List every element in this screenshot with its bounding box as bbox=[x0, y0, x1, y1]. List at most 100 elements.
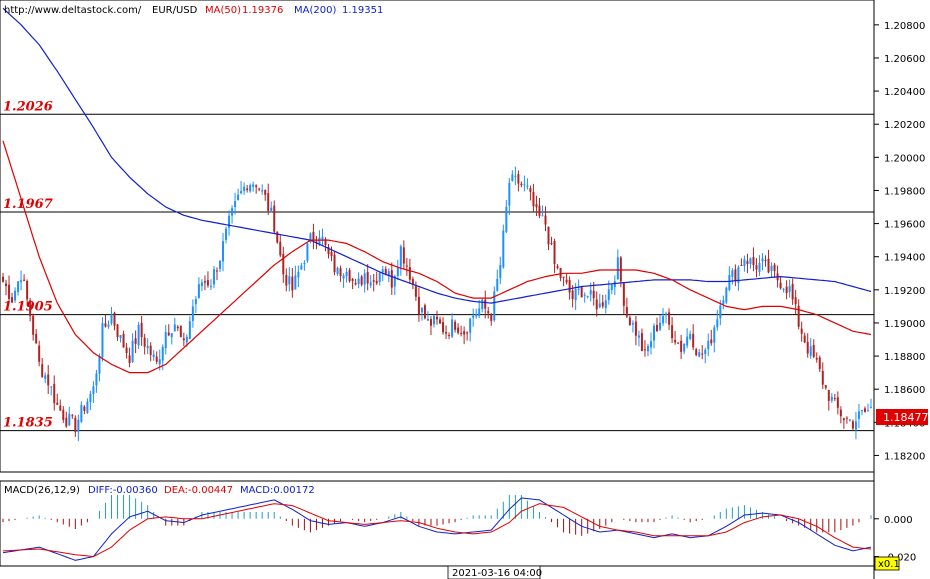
price-tick-label: 1.18200 bbox=[884, 451, 925, 462]
candle-body bbox=[237, 194, 240, 201]
candle bbox=[595, 291, 598, 317]
candle-body bbox=[821, 370, 824, 385]
candle bbox=[818, 355, 821, 372]
candle-body bbox=[466, 332, 469, 334]
candle-body bbox=[381, 269, 384, 273]
candle bbox=[363, 269, 366, 293]
candle bbox=[692, 324, 695, 351]
candle bbox=[297, 265, 300, 288]
ma50-label: MA(50) bbox=[205, 5, 241, 16]
candle-body bbox=[188, 321, 191, 339]
current-price: 1.18477 bbox=[883, 411, 929, 424]
candle bbox=[378, 272, 381, 286]
candle-body bbox=[800, 328, 803, 334]
candle bbox=[372, 273, 375, 292]
current-price-badge bbox=[876, 409, 928, 425]
candle-body bbox=[83, 406, 86, 411]
candle-body bbox=[128, 355, 131, 364]
candle-body bbox=[556, 266, 559, 268]
candle bbox=[179, 325, 182, 338]
candle bbox=[390, 262, 393, 295]
candle-body bbox=[390, 270, 393, 288]
candle-body bbox=[137, 324, 140, 346]
macd-histogram bbox=[2, 494, 872, 536]
candle bbox=[357, 272, 360, 289]
candle-body bbox=[577, 288, 580, 290]
candle-body bbox=[758, 262, 761, 272]
symbol-label: EUR/USD bbox=[152, 5, 198, 16]
candle-body bbox=[646, 346, 649, 352]
candle bbox=[806, 333, 809, 358]
candle-body bbox=[426, 318, 429, 321]
candle bbox=[173, 317, 176, 332]
candle bbox=[128, 347, 131, 368]
candle-body bbox=[737, 267, 740, 283]
candle-body bbox=[363, 273, 366, 285]
candle-body bbox=[303, 262, 306, 265]
candle bbox=[5, 279, 8, 296]
candle-body bbox=[294, 275, 297, 290]
price-axis[interactable]: 1.20800 1.20600 1.20400 1.20200 1.20000 1.198… bbox=[874, 21, 925, 463]
candle bbox=[436, 310, 438, 325]
candle bbox=[824, 385, 827, 390]
candle-body bbox=[752, 257, 755, 266]
candle-body bbox=[408, 267, 411, 280]
candle-body bbox=[35, 333, 38, 344]
candle-body bbox=[101, 323, 104, 358]
price-panel[interactable] bbox=[0, 0, 875, 579]
candle-body bbox=[387, 271, 390, 276]
candle-body bbox=[261, 190, 264, 192]
candle bbox=[8, 275, 11, 304]
candle bbox=[508, 177, 511, 216]
candle-body bbox=[785, 286, 788, 294]
candle-body bbox=[306, 243, 309, 261]
candle-body bbox=[402, 247, 405, 264]
candle-body bbox=[384, 269, 387, 274]
candle-body bbox=[26, 280, 29, 300]
candle-body bbox=[749, 258, 752, 264]
candle-body bbox=[110, 313, 113, 324]
candle-body bbox=[595, 299, 598, 310]
candle bbox=[71, 413, 74, 419]
candle bbox=[478, 299, 481, 319]
candle bbox=[505, 199, 508, 234]
candle bbox=[258, 187, 261, 192]
candle bbox=[264, 189, 267, 201]
candle-body bbox=[249, 185, 252, 192]
candle-body bbox=[240, 190, 243, 194]
candle bbox=[294, 265, 297, 290]
candle-body bbox=[815, 358, 818, 360]
candle-body bbox=[541, 215, 544, 217]
candle-body bbox=[734, 269, 737, 282]
candle bbox=[234, 192, 237, 215]
candle-body bbox=[520, 183, 523, 185]
candle-body bbox=[89, 393, 92, 403]
candle bbox=[535, 195, 538, 217]
candle bbox=[243, 182, 246, 195]
candle bbox=[454, 319, 457, 333]
candle-body bbox=[291, 276, 294, 291]
candle-body bbox=[417, 296, 420, 315]
candle bbox=[451, 313, 454, 339]
candle-body bbox=[529, 188, 532, 192]
candle bbox=[466, 331, 469, 341]
candle bbox=[646, 343, 649, 357]
candle bbox=[348, 267, 351, 283]
level-labels: 1.2026 1.1967 1.1905 1.1835 bbox=[3, 99, 53, 430]
candle-body bbox=[818, 357, 821, 370]
candle-body bbox=[713, 327, 716, 343]
candle-body bbox=[300, 265, 303, 270]
candle-body bbox=[62, 409, 65, 420]
candle-body bbox=[53, 383, 56, 404]
candle-body bbox=[770, 265, 773, 271]
candle-body bbox=[565, 279, 568, 283]
candle-body bbox=[746, 260, 749, 264]
candle bbox=[788, 279, 791, 298]
candle-body bbox=[243, 186, 246, 192]
zoom-badge[interactable] bbox=[874, 556, 900, 571]
candle-body bbox=[809, 346, 812, 356]
candle-body bbox=[429, 319, 432, 326]
candle-body bbox=[348, 270, 351, 282]
candle-body bbox=[152, 354, 155, 357]
